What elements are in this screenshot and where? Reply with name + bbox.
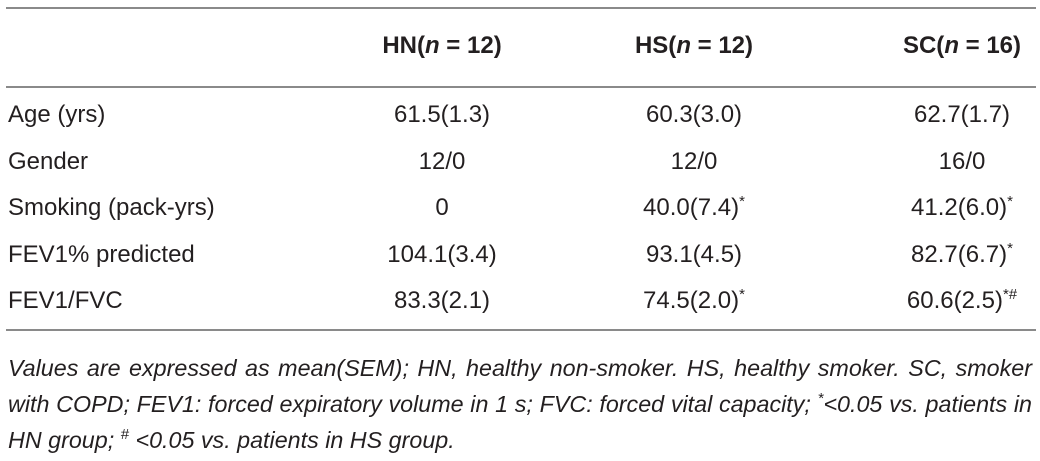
text-segment: <0.05 vs. patients in HN group;: [8, 391, 1032, 453]
text-segment: = 16): [958, 32, 1022, 59]
text-segment: 62.7(1.7): [913, 101, 1011, 128]
table-cell: 61.5(1.3): [394, 101, 490, 129]
table-cell: 82.7(6.7)*: [911, 241, 1013, 269]
bottom-rule: [6, 329, 1036, 331]
text-segment: = 12): [439, 32, 502, 59]
text-segment: 12/0: [670, 147, 718, 175]
superscript: *: [817, 390, 824, 407]
table-cell: 93.1(4.5): [646, 241, 742, 269]
column-header: HS(n = 12): [635, 32, 753, 60]
row-label: Gender: [8, 147, 89, 175]
superscript: *: [739, 286, 745, 303]
text-segment: Values are expressed as mean(SEM); HN, h…: [8, 355, 1032, 417]
text-segment: HS(: [634, 32, 677, 59]
text-segment: 93.1(4.5): [645, 240, 743, 268]
text-segment: HN(: [382, 32, 425, 59]
text-segment: 82.7(6.7): [911, 240, 1008, 268]
superscript: *: [1007, 239, 1013, 257]
table-cell: 74.5(2.0)*: [643, 287, 745, 315]
text-segment: 83.3(2.1): [393, 287, 491, 314]
text-segment: 41.2(6.0): [911, 194, 1008, 221]
text-segment: 16/0: [938, 147, 986, 175]
table-cell: 12/0: [671, 148, 718, 176]
text-segment: 104.1(3.4): [387, 240, 497, 268]
text-segment: 74.5(2.0): [643, 287, 740, 314]
row-label: Age (yrs): [8, 101, 106, 128]
text-segment: <0.05 vs. patients in HS group.: [129, 427, 455, 453]
table-cell: 60.3(3.0): [646, 101, 742, 129]
top-rule: [6, 7, 1036, 9]
column-header: HN(n = 12): [382, 32, 501, 60]
superscript: *#: [1002, 286, 1018, 303]
table-cell: 12/0: [419, 148, 466, 176]
text-segment: 60.6(2.5): [906, 287, 1003, 314]
text-segment: 61.5(1.3): [393, 101, 491, 128]
column-header: SC(n = 16): [903, 32, 1021, 60]
superscript: #: [120, 426, 129, 443]
table-cell: 40.0(7.4)*: [643, 194, 745, 222]
text-segment: = 12): [690, 32, 754, 59]
table-cell: 83.3(2.1): [394, 287, 490, 315]
text-segment: n: [676, 32, 691, 59]
text-segment: 40.0(7.4): [643, 194, 740, 221]
header-rule: [6, 86, 1036, 88]
table-cell: 104.1(3.4): [387, 241, 496, 269]
table-cell: 16/0: [939, 148, 986, 176]
table-cell: 62.7(1.7): [914, 101, 1010, 129]
row-label: FEV1% predicted: [8, 240, 195, 268]
table-cell: 0: [435, 194, 448, 222]
row-label: FEV1/FVC: [8, 287, 123, 314]
text-segment: SC(: [902, 32, 945, 59]
superscript: *: [1007, 193, 1013, 210]
footnote: Values are expressed as mean(SEM); HN, h…: [8, 350, 1032, 458]
text-segment: n: [944, 32, 959, 59]
table-cell: 60.6(2.5)*#: [907, 287, 1017, 315]
text-segment: 0: [435, 194, 449, 221]
text-segment: 12/0: [418, 147, 466, 175]
row-label: Smoking (pack-yrs): [8, 194, 215, 221]
table-cell: 41.2(6.0)*: [911, 194, 1013, 222]
superscript: *: [739, 193, 745, 210]
text-segment: n: [424, 32, 440, 59]
text-segment: 60.3(3.0): [645, 101, 743, 128]
